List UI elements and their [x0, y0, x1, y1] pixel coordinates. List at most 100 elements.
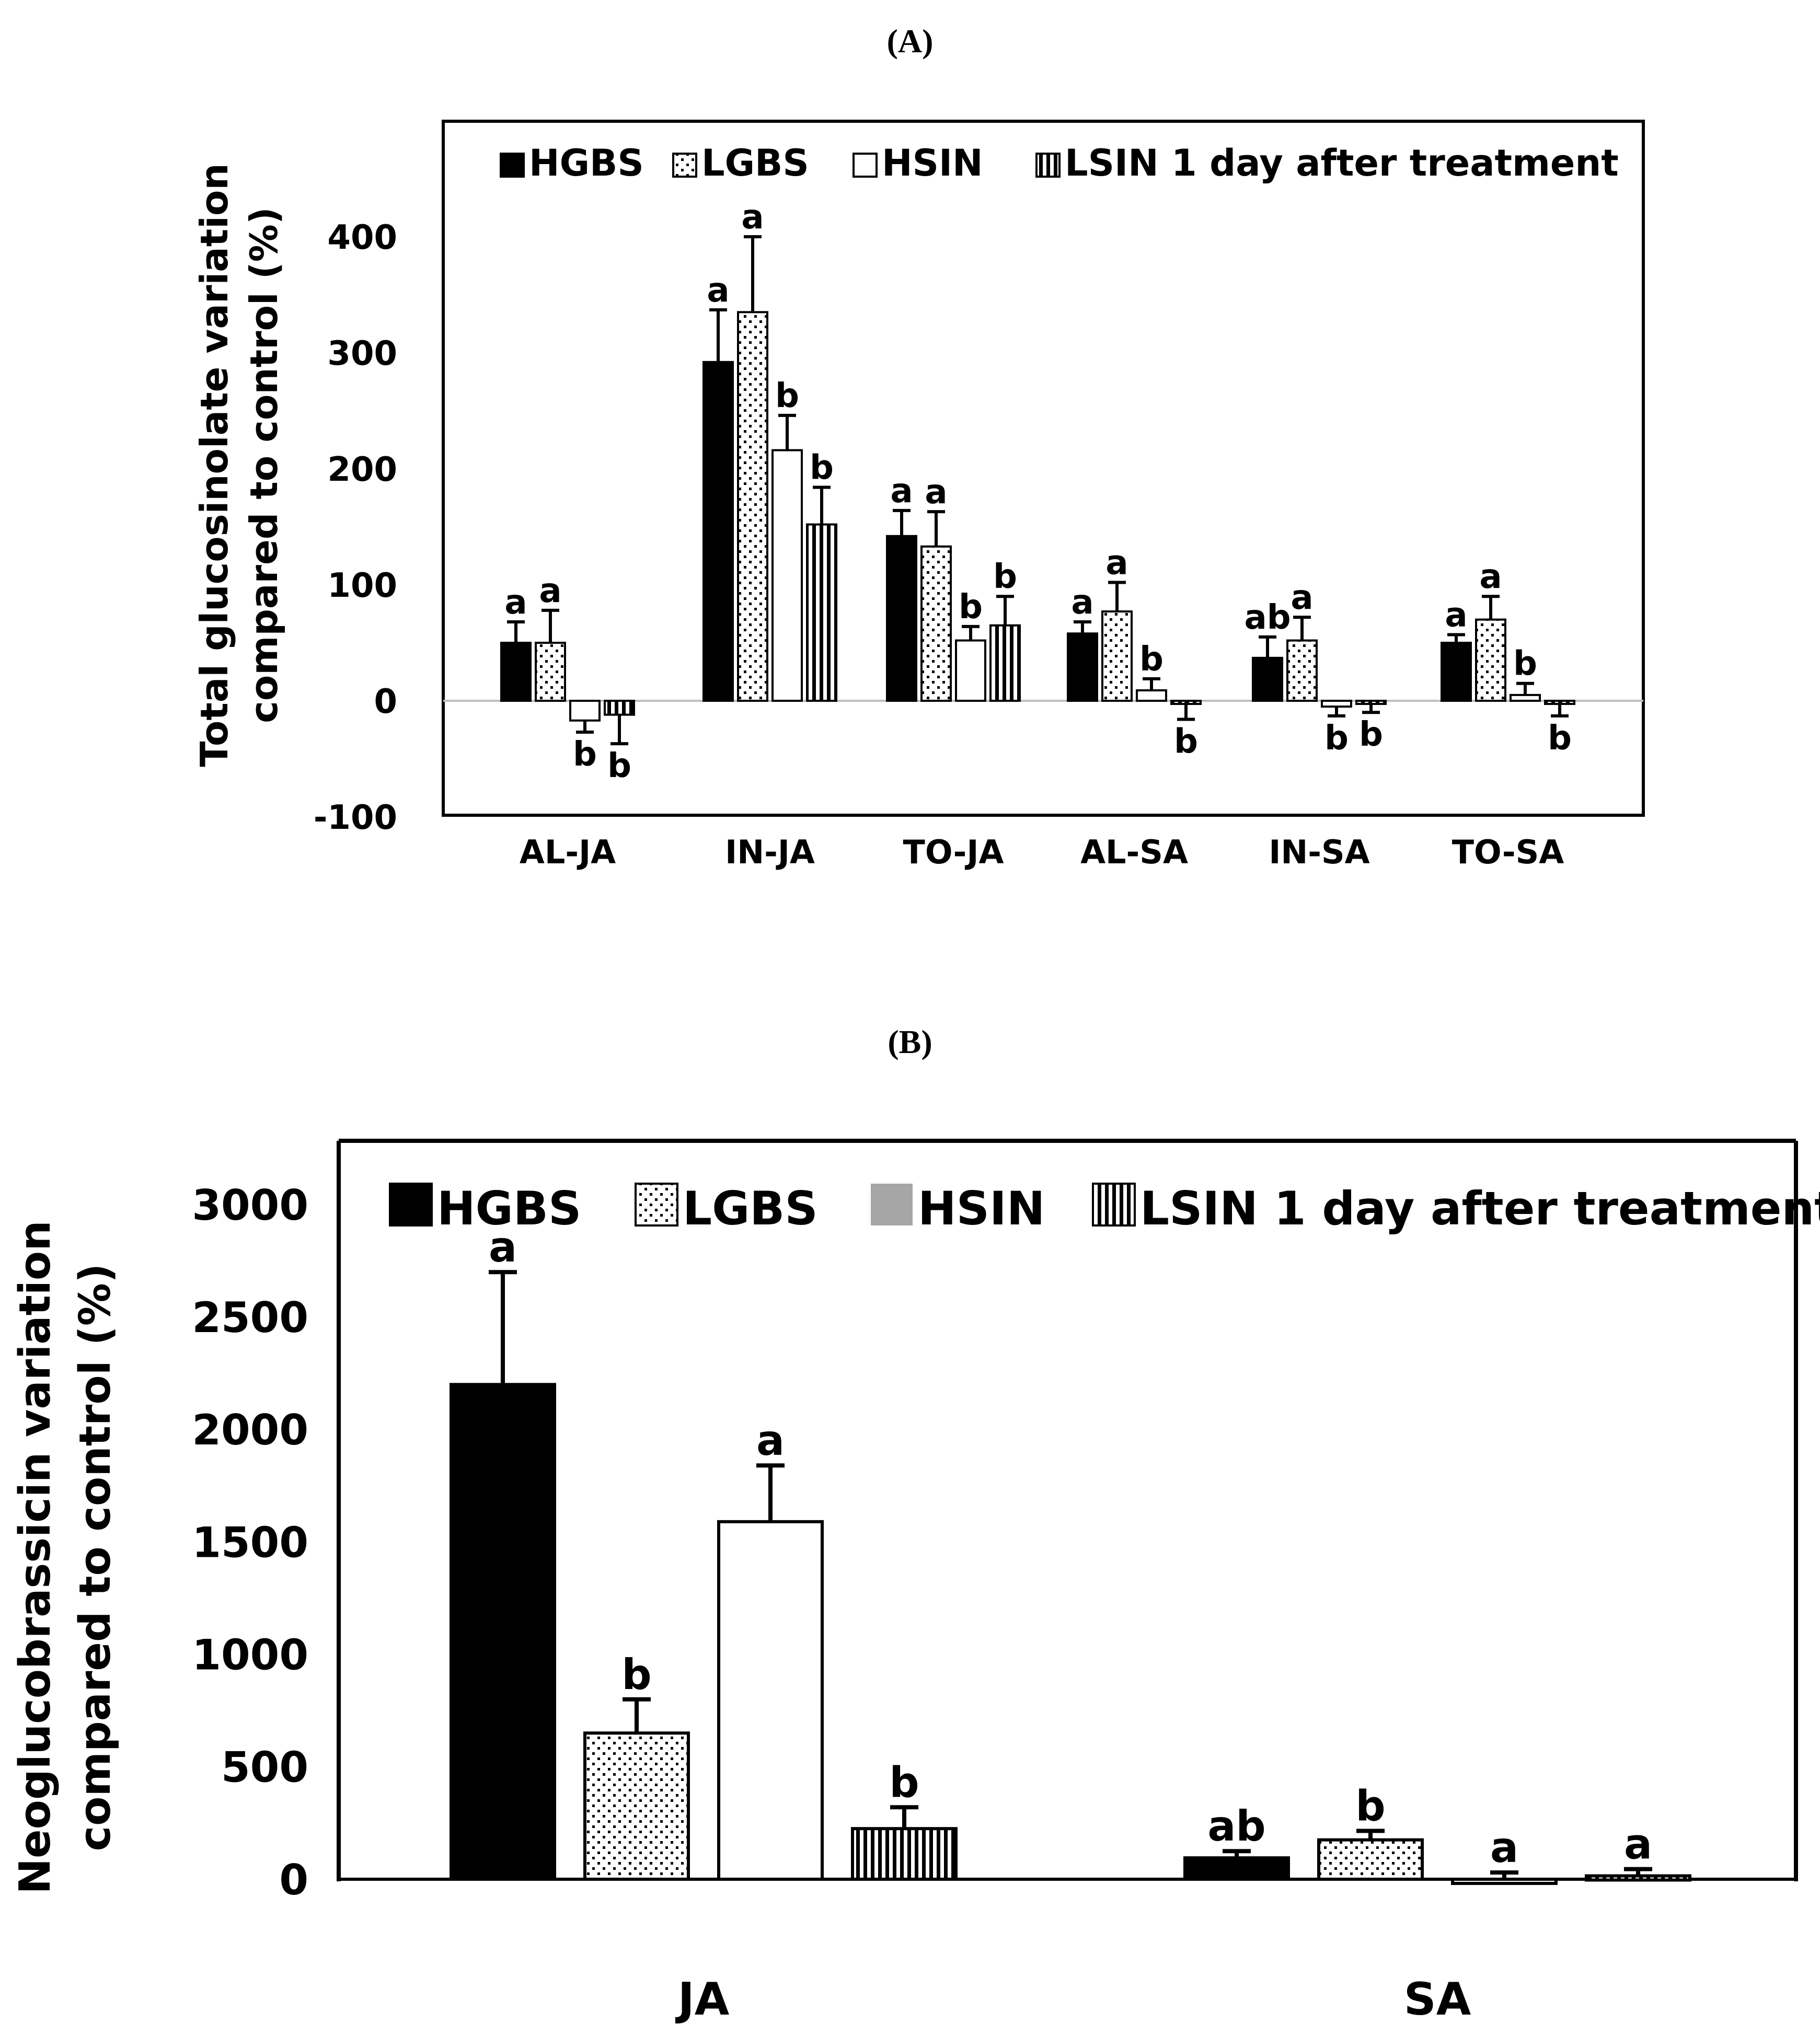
bar-hgbs-in-sa	[1252, 656, 1283, 702]
y-axis-title-a-line1: Total glucosinolate variation	[192, 163, 236, 767]
significance-letter: a	[925, 473, 947, 512]
significance-letter: b	[993, 558, 1017, 596]
significance-letter: a	[1479, 558, 1502, 596]
legend-label-lgbs: LGBS	[683, 1182, 818, 1235]
y-tick-label: 0	[374, 682, 397, 721]
y-axis-title-a-line2: compared to control (%)	[242, 207, 286, 723]
significance-letter: b	[1355, 1781, 1385, 1830]
bar-hgbs-in-ja	[702, 361, 734, 702]
significance-letter: b	[621, 1650, 651, 1699]
legend-label-hgbs: HGBS	[437, 1182, 581, 1235]
y-tick-label: 300	[327, 334, 397, 373]
legend-swatch-lgbs	[672, 153, 697, 178]
bar-hgbs-al-ja	[500, 642, 532, 702]
significance-letter: b	[607, 747, 631, 785]
significance-letter: ab	[1245, 598, 1291, 637]
bar-lsin-1-day-after-treatment-al-ja	[604, 700, 635, 716]
significance-letter: a	[539, 572, 561, 610]
x-tick-label: TO-JA	[903, 833, 1004, 871]
significance-letter: a	[1105, 544, 1128, 583]
significance-letter: b	[1513, 645, 1537, 684]
significance-letter: a	[756, 1416, 785, 1465]
legend-label-lsin-1-day-after-treatment: LSIN 1 day after treatment	[1140, 1182, 1820, 1235]
bar-hsin-al-ja	[569, 700, 601, 722]
x-tick-label: TO-SA	[1452, 833, 1564, 871]
y-axis-title-b-line2: compared to control (%)	[71, 1264, 120, 1852]
legend-label-hgbs: HGBS	[529, 142, 644, 184]
significance-letter: b	[810, 449, 834, 488]
bar-hsin-to-sa	[1510, 693, 1541, 702]
significance-letter: a	[1490, 1823, 1518, 1872]
legend-swatch-lsin-1-day-after-treatment	[1092, 1183, 1136, 1227]
y-tick-label: 100	[327, 566, 397, 605]
bar-lgbs-in-ja	[737, 311, 768, 702]
significance-letter: ab	[1207, 1802, 1265, 1850]
plot-frame-a	[442, 120, 1645, 817]
significance-letter: a	[504, 583, 527, 622]
y-tick-label: 2000	[192, 1406, 308, 1454]
legend-swatch-lgbs	[635, 1183, 678, 1227]
bar-hgbs-al-sa	[1067, 632, 1098, 702]
y-tick-label: 200	[327, 450, 397, 489]
y-axis-title-b-line1: Neoglucobrassicin variation	[10, 1220, 60, 1894]
bar-lgbs-al-sa	[1101, 610, 1133, 702]
x-tick-label: IN-JA	[725, 833, 815, 871]
bar-lsin-1-day-after-treatment-sa	[1585, 1874, 1691, 1882]
legend-label-lsin-1-day-after-treatment: LSIN 1 day after treatment	[1065, 142, 1619, 184]
bar-lsin-1-day-after-treatment-ja	[851, 1827, 958, 1881]
bar-hsin-in-ja	[771, 449, 803, 702]
bar-lgbs-to-ja	[920, 545, 952, 702]
bar-lgbs-ja	[583, 1731, 690, 1881]
y-tick-label: -100	[314, 799, 397, 837]
x-tick-label: AL-JA	[520, 833, 616, 871]
y-tick-label: 3000	[192, 1181, 308, 1230]
legend-swatch-lsin-1-day-after-treatment	[1035, 153, 1061, 178]
significance-letter: b	[1548, 719, 1572, 758]
bar-hsin-sa	[1451, 1878, 1558, 1885]
significance-letter: b	[1174, 723, 1198, 761]
significance-letter: b	[1324, 719, 1349, 758]
x-tick-label: AL-SA	[1080, 833, 1188, 871]
x-tick-label: IN-SA	[1269, 833, 1369, 871]
panel-label-b: (B)	[888, 1023, 932, 1060]
significance-letter: b	[573, 735, 597, 774]
bar-lgbs-al-ja	[535, 642, 566, 702]
bar-hgbs-ja	[450, 1383, 556, 1881]
bar-lsin-1-day-after-treatment-to-ja	[989, 624, 1021, 702]
significance-letter: a	[1071, 583, 1093, 622]
y-tick-label: 500	[221, 1743, 308, 1792]
bar-hsin-in-sa	[1321, 700, 1352, 708]
bar-hgbs-to-sa	[1441, 642, 1472, 702]
bar-hsin-ja	[717, 1520, 824, 1881]
bar-lgbs-to-sa	[1475, 618, 1506, 702]
legend-swatch-hgbs	[500, 153, 525, 178]
y-tick-label: 2500	[192, 1293, 308, 1342]
x-tick-label: SA	[1404, 1973, 1471, 2026]
legend-label-lgbs: LGBS	[701, 142, 809, 184]
y-tick-label: 1000	[192, 1631, 308, 1680]
legend-label-hsin: HSIN	[882, 142, 983, 184]
significance-letter: b	[775, 377, 799, 415]
bar-lgbs-sa	[1317, 1838, 1424, 1881]
legend-swatch-hsin	[853, 153, 878, 178]
y-tick-label: 400	[327, 218, 397, 257]
significance-letter: a	[890, 472, 913, 511]
significance-letter: a	[1445, 596, 1467, 634]
significance-letter: a	[741, 198, 764, 237]
legend-swatch-hsin	[871, 1184, 913, 1225]
y-tick-label: 0	[279, 1856, 308, 1904]
significance-letter: b	[1139, 640, 1164, 679]
bar-hsin-to-ja	[955, 639, 986, 702]
legend-swatch-hgbs	[389, 1183, 433, 1227]
significance-letter: a	[1291, 579, 1313, 617]
bar-hgbs-sa	[1183, 1856, 1290, 1881]
y-tick-label: 1500	[192, 1518, 308, 1567]
significance-letter: b	[959, 588, 983, 627]
panel-label-a: (A)	[887, 22, 934, 60]
significance-letter: b	[1359, 715, 1383, 754]
bar-hgbs-to-ja	[886, 535, 917, 702]
x-tick-label: JA	[675, 1973, 730, 2026]
